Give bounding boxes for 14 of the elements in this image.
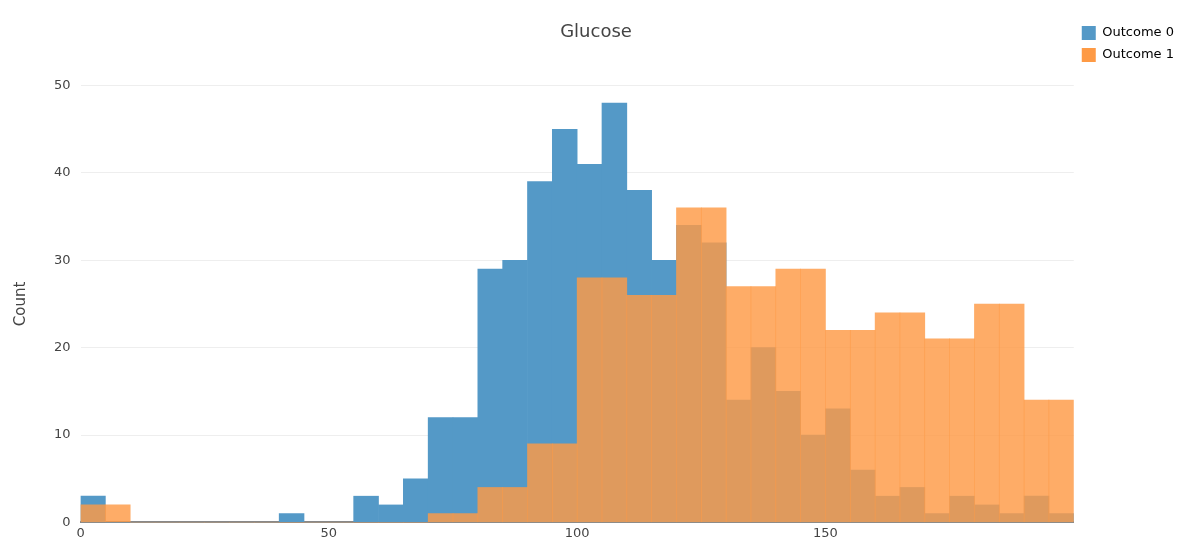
legend-label: Outcome 1: [1102, 46, 1175, 62]
y-tick-label: 10: [54, 426, 71, 442]
x-tick-label: 150: [813, 524, 838, 540]
y-tick-label: 20: [54, 339, 71, 355]
y-tick-label: 40: [54, 164, 71, 180]
y-tick-label: 30: [54, 251, 71, 267]
chart-title: Glucose: [560, 20, 632, 42]
y-axis-title: Count: [10, 281, 29, 327]
x-tick-label: 0: [76, 524, 85, 540]
x-tick-label: 50: [320, 524, 338, 540]
legend-label: Outcome 0: [1102, 24, 1175, 40]
y-tick-label: 0: [62, 513, 71, 529]
y-tick-label: 50: [54, 76, 71, 92]
x-tick-label: 100: [564, 524, 590, 540]
